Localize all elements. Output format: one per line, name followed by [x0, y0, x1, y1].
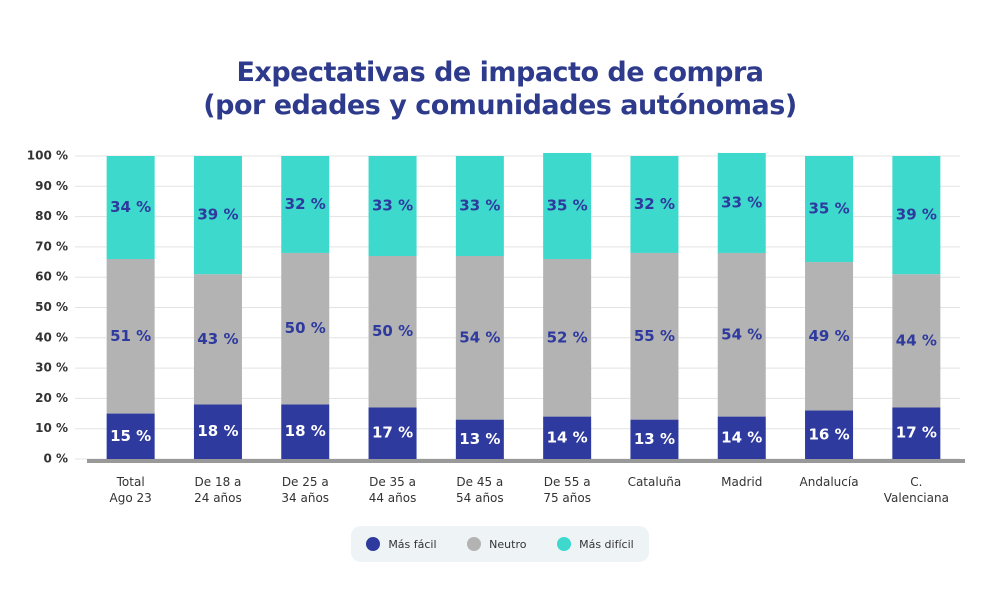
data-label: 43 %: [197, 330, 238, 348]
data-label: 52 %: [547, 328, 588, 346]
x-tick-label: De 18 a 24 años: [194, 475, 242, 505]
bar-segment: [717, 416, 766, 459]
bar-segment: [368, 156, 417, 256]
data-label: 49 %: [808, 327, 849, 345]
data-label: 33 %: [372, 196, 413, 214]
data-label: 50 %: [372, 322, 413, 340]
bar-segment: [193, 404, 242, 459]
bar-segment: [281, 404, 330, 459]
y-tick-label: 80 %: [35, 209, 68, 223]
data-label: 51 %: [110, 327, 151, 345]
data-label: 39 %: [896, 206, 937, 224]
bar-segment: [368, 407, 417, 459]
bar-segment: [455, 255, 504, 420]
data-label: 33 %: [459, 196, 500, 214]
y-tick-label: 100 %: [27, 149, 68, 163]
legend-label: Más fácil: [388, 537, 437, 551]
bar-segment: [892, 156, 941, 275]
bar-segment: [193, 156, 242, 275]
data-label: 16 %: [808, 425, 849, 443]
bar-segment: [455, 156, 504, 256]
bar-segment: [630, 156, 679, 253]
legend-item: Más difícil: [557, 537, 634, 551]
bar-segment: [717, 152, 766, 253]
data-label: 34 %: [110, 198, 151, 216]
y-tick-label: 50 %: [35, 300, 68, 314]
data-label: 18 %: [285, 422, 326, 440]
legend-marker: [366, 537, 381, 551]
bar-segment: [805, 156, 854, 263]
bar-segment: [892, 407, 941, 459]
y-tick-label: 70 %: [35, 239, 68, 253]
bar-segment: [630, 252, 679, 420]
y-tick-label: 90 %: [35, 179, 68, 193]
y-tick-label: 40 %: [35, 330, 68, 344]
y-tick-label: 10 %: [35, 421, 68, 435]
x-tick-label: C. Valenciana: [883, 475, 949, 505]
x-tick-label: De 35 a 44 años: [368, 475, 417, 505]
x-tick-label: Andalucía: [799, 475, 859, 489]
bar-segment: [543, 416, 592, 459]
bar-segment: [106, 156, 155, 260]
bar-segment: [630, 419, 679, 459]
bar-segment: [281, 156, 330, 253]
bar-segment: [805, 410, 854, 459]
x-tick-label: Cataluña: [627, 475, 682, 489]
chart-title: Expectativas de impacto de compra (por e…: [203, 57, 797, 121]
x-tick-label: De 25 a 34 años: [281, 475, 330, 505]
bar-segment: [543, 259, 592, 417]
data-label: 14 %: [547, 428, 588, 446]
legend-label: Neutro: [489, 537, 527, 551]
bar-segment: [455, 419, 504, 459]
data-label: 35 %: [547, 196, 588, 214]
bar-segment: [805, 262, 854, 411]
data-label: 32 %: [285, 195, 326, 213]
bar-segment: [281, 252, 330, 405]
bar-segment: [193, 274, 242, 405]
legend: Más fácil Neutro Más difícil: [351, 526, 649, 562]
x-tick-label: Madrid: [721, 475, 763, 489]
data-label: 39 %: [197, 206, 238, 224]
bar-segment: [717, 252, 766, 417]
bar-segment: [892, 274, 941, 408]
bar-segment: [106, 259, 155, 414]
x-tick-label: Total Ago 23: [109, 475, 152, 505]
data-label: 15 %: [110, 427, 151, 445]
data-label: 17 %: [896, 424, 937, 442]
data-label: 18 %: [197, 422, 238, 440]
legend-marker: [467, 537, 482, 551]
data-label: 50 %: [285, 319, 326, 337]
data-label: 14 %: [721, 428, 762, 446]
data-label: 55 %: [634, 327, 675, 345]
legend-label: Más difícil: [579, 537, 634, 551]
y-tick-label: 60 %: [35, 270, 68, 284]
data-label: 13 %: [634, 430, 675, 448]
y-tick-label: 30 %: [35, 361, 68, 375]
data-label: 35 %: [808, 200, 849, 218]
data-label: 54 %: [721, 325, 762, 343]
x-tick-label: De 45 a 54 años: [456, 475, 504, 505]
data-label: 32 %: [634, 195, 675, 213]
legend-item: Más fácil: [366, 537, 437, 551]
bar-segment: [106, 413, 155, 459]
legend-marker: [557, 537, 572, 551]
y-tick-label: 0 %: [43, 452, 68, 466]
legend-item: Neutro: [467, 537, 526, 551]
data-label: 13 %: [459, 430, 500, 448]
data-label: 44 %: [896, 331, 937, 349]
y-tick-label: 20 %: [35, 391, 68, 405]
bar-segment: [543, 152, 592, 260]
data-label: 17 %: [372, 424, 413, 442]
x-tick-label: De 55 a 75 años: [543, 475, 591, 505]
bar-segment: [368, 255, 417, 408]
data-label: 54 %: [459, 328, 500, 346]
data-label: 33 %: [721, 193, 762, 211]
